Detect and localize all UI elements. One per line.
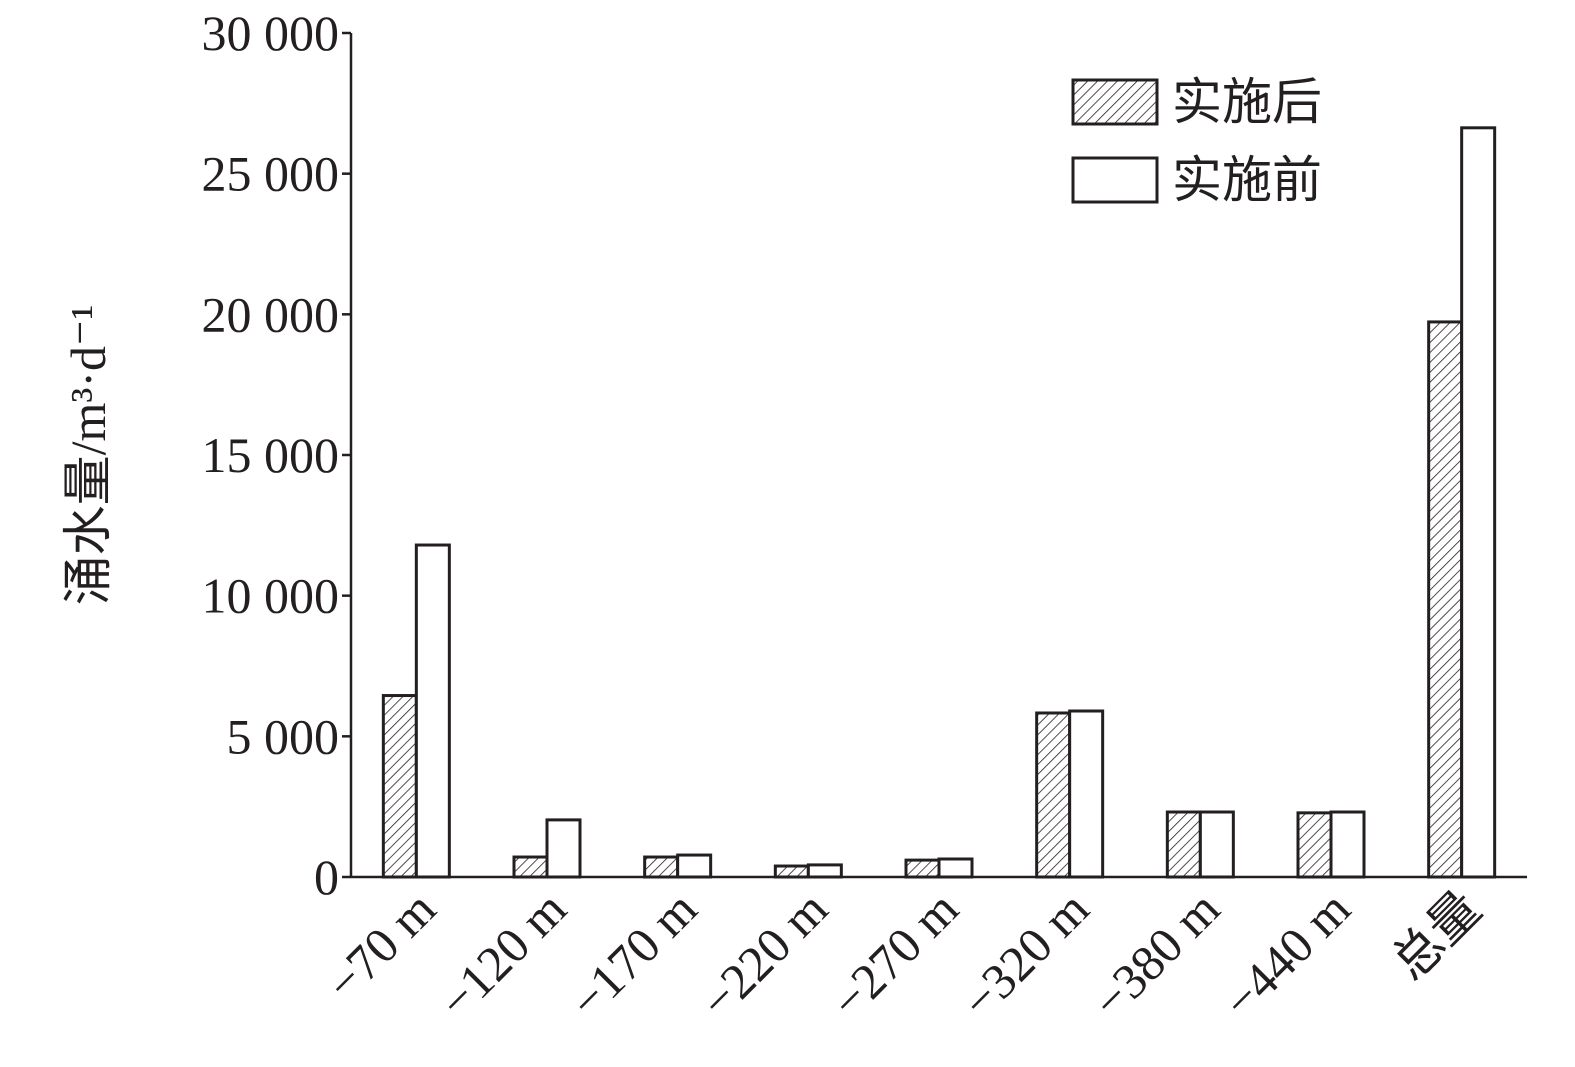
legend-swatch <box>1071 156 1159 204</box>
y-tick-label: 10 000 <box>202 568 340 624</box>
bar <box>1035 711 1072 879</box>
x-tick-label: −120 m <box>428 880 577 1029</box>
bar <box>806 863 843 879</box>
legend-label: 实施前 <box>1172 152 1322 208</box>
bar <box>545 818 582 879</box>
bar <box>904 858 941 879</box>
legend-swatch <box>1071 78 1159 126</box>
x-tick-label: −220 m <box>689 880 838 1029</box>
y-tick-label: 20 000 <box>202 286 340 342</box>
y-tick-label: 30 000 <box>202 5 340 61</box>
bar <box>937 857 974 879</box>
x-tick-label: −270 m <box>820 880 969 1029</box>
bar <box>512 855 549 879</box>
bar <box>1296 811 1333 879</box>
bar <box>1165 810 1202 879</box>
bar <box>773 864 810 879</box>
x-tick-label: 总量 <box>1381 880 1491 990</box>
x-tick-label: −440 m <box>1212 880 1361 1029</box>
legend-label: 实施后 <box>1172 74 1322 130</box>
bar <box>643 855 680 879</box>
bar <box>381 694 418 879</box>
bar <box>414 543 451 879</box>
x-tick-label: −380 m <box>1081 880 1230 1029</box>
y-tick-label: 0 <box>314 849 339 905</box>
bar <box>1068 709 1105 879</box>
x-tick-label: −170 m <box>559 880 708 1029</box>
bar <box>1198 810 1235 879</box>
y-tick-label: 25 000 <box>202 146 340 202</box>
y-axis-label: 涌水量/m³·d⁻¹ <box>60 305 116 606</box>
y-tick-label: 5 000 <box>227 708 340 764</box>
bar <box>1460 126 1497 879</box>
bar <box>676 853 713 879</box>
x-tick-label: −320 m <box>951 880 1100 1029</box>
bar <box>1427 320 1464 879</box>
y-tick-label: 15 000 <box>202 427 340 483</box>
bar <box>1329 810 1366 879</box>
